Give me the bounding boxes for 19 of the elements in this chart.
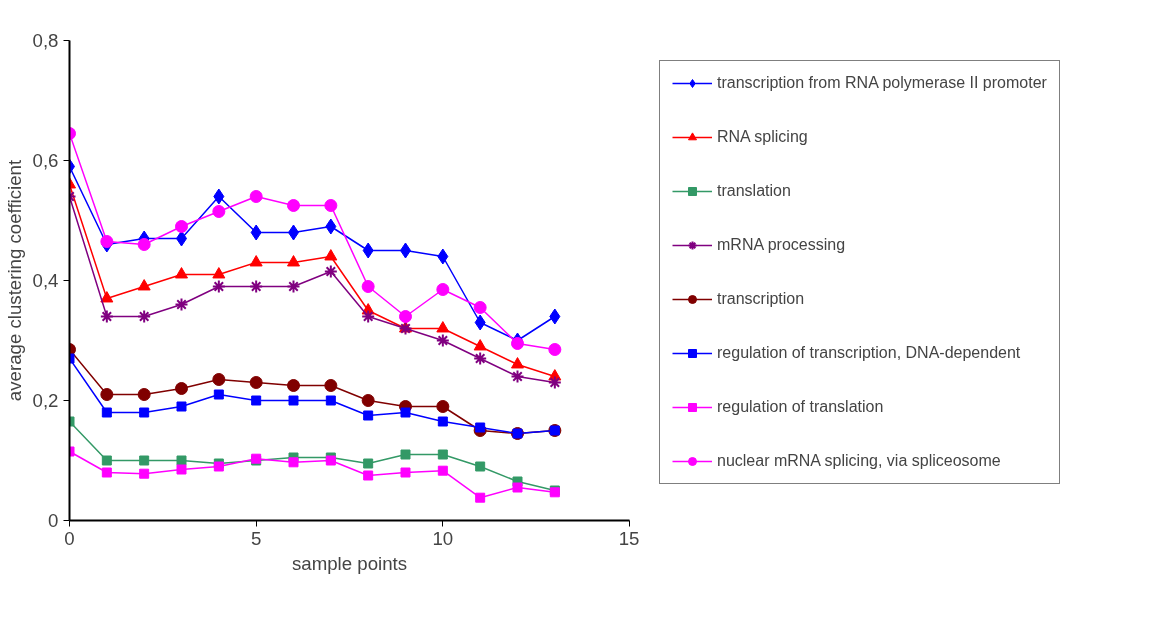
legend-label: mRNA processing — [717, 235, 846, 255]
y-tick-label: 0,2 — [32, 390, 59, 411]
y-tick-label: 0,8 — [32, 30, 59, 51]
x-axis-title: sample points — [291, 552, 408, 574]
legend-label: translation — [717, 181, 791, 201]
x-tick-label: 5 — [250, 527, 262, 549]
legend-label: RNA splicing — [717, 127, 808, 147]
y-axis-title: average clustering coefficient — [3, 159, 25, 402]
legend-label: nuclear mRNA splicing, via spliceosome — [717, 451, 1001, 471]
legend-label: regulation of transcription, DNA-dependent — [717, 343, 1021, 363]
y-tick-label: 0,4 — [32, 270, 59, 291]
y-tick-label: 0,6 — [32, 150, 59, 171]
x-tick-label: 0 — [64, 527, 75, 549]
legend-label: regulation of translation — [717, 397, 884, 417]
x-tick-label: 15 — [618, 527, 640, 549]
y-tick-label: 0 — [48, 510, 59, 531]
legend-label: transcription from RNA polymerase II promoter — [717, 73, 1047, 93]
legend-label: transcription — [717, 289, 805, 309]
x-tick-label: 10 — [432, 527, 454, 549]
